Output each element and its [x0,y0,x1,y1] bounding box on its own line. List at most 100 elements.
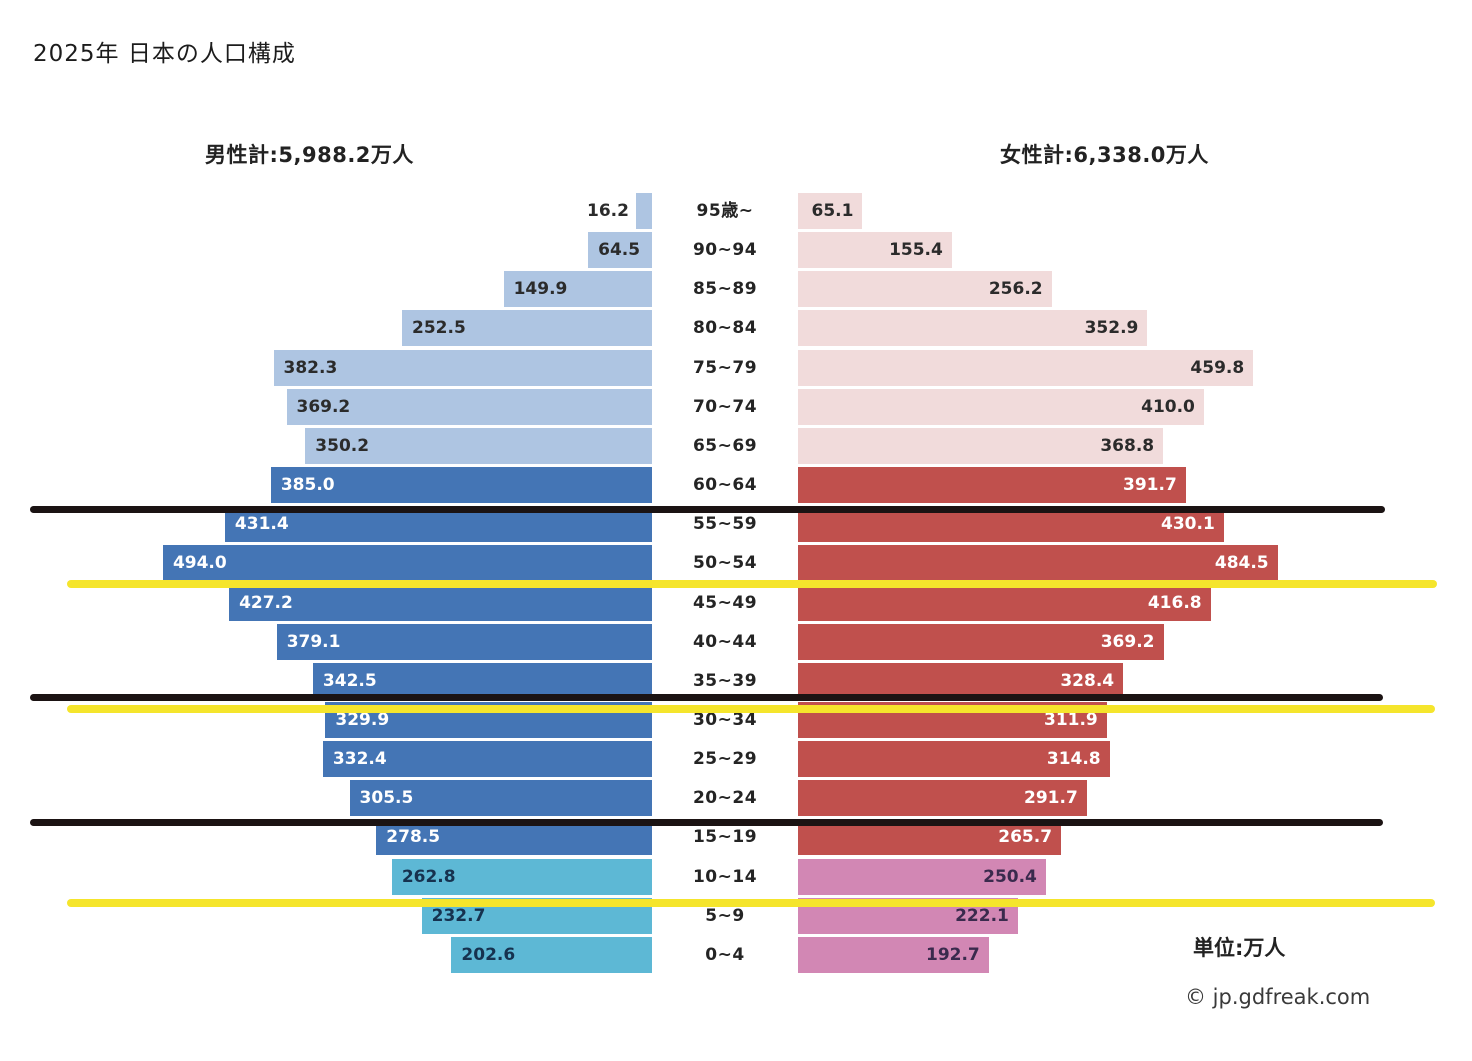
male-value-label: 252.5 [412,318,466,339]
female-bar [798,858,1046,895]
male-bar [451,936,652,973]
female-value-label: 368.8 [1100,435,1155,456]
female-value-label: 265.7 [998,827,1053,848]
female-bar [798,584,1211,621]
pyramid-row: 64.5 90~94 155.4 [0,232,1472,269]
male-value-label: 16.2 [587,201,629,221]
male-value-label: 427.2 [239,592,293,613]
copyright-label: © jp.gdfreak.com [1185,985,1371,1009]
male-bar [270,467,652,504]
unit-label: 単位:万人 [1193,936,1286,960]
female-value-label: 155.4 [889,240,943,261]
pyramid-row: 350.2 65~69 368.8 [0,427,1472,464]
age-label: 30~34 [692,709,758,730]
female-value-label: 416.8 [1147,592,1202,613]
male-bar [635,193,652,229]
age-label: 95歳~ [696,201,754,221]
male-value-label: 350.2 [315,435,370,456]
pyramid-row: 262.8 10~14 250.4 [0,858,1472,895]
female-bar [798,232,952,269]
female-bar [798,936,989,973]
age-label: 5~9 [705,905,745,926]
male-value-label: 385.0 [280,475,335,496]
age-label: 45~49 [692,592,758,613]
age-label: 20~24 [692,788,758,809]
marker-line-black [30,819,1383,826]
age-label: 70~74 [692,396,758,417]
male-bar [273,349,652,386]
male-value-label: 149.9 [513,279,568,300]
male-bar [588,232,652,269]
male-bar [349,780,652,817]
male-bar [503,271,652,308]
female-bar [798,310,1148,347]
pyramid-row: 202.6 0~4 192.7 [0,936,1472,973]
female-bar [798,662,1124,699]
female-value-label: 391.7 [1123,475,1177,496]
female-value-label: 65.1 [811,201,854,221]
marker-line-black [30,506,1385,513]
male-value-label: 431.4 [234,514,289,535]
pyramid-row: 379.1 40~44 369.2 [0,623,1472,660]
female-bar [798,427,1164,464]
age-label: 25~29 [692,749,758,770]
age-label: 55~59 [692,514,758,535]
male-bar [312,662,652,699]
male-value-label: 369.2 [296,396,351,417]
pyramid-row: 16.2 95歳~ 65.1 [0,193,1472,229]
age-label: 15~19 [692,827,758,848]
chart-title: 2025年 日本の人口構成 [33,41,296,67]
male-value-label: 382.3 [283,357,338,378]
female-value-label: 222.1 [955,905,1009,926]
marker-line-yellow [67,580,1437,588]
age-label: 85~89 [692,279,758,300]
pyramid-row: 427.2 45~49 416.8 [0,584,1472,621]
female-bar [798,193,863,229]
male-value-label: 332.4 [332,749,387,770]
pyramid-row: 305.5 20~24 291.7 [0,780,1472,817]
pyramid-row: 332.4 25~29 314.8 [0,741,1472,778]
female-value-label: 314.8 [1046,749,1101,770]
age-label: 75~79 [692,357,758,378]
male-bar [229,584,652,621]
age-label: 10~14 [692,866,758,887]
male-value-label: 329.9 [335,709,390,730]
female-value-label: 410.0 [1141,396,1195,417]
male-bar [391,858,652,895]
age-label: 40~44 [692,631,758,652]
marker-line-yellow [67,899,1435,907]
pyramid-row: 342.5 35~39 328.4 [0,662,1472,699]
female-value-label: 369.2 [1100,631,1155,652]
female-value-label: 328.4 [1060,670,1115,691]
female-value-label: 352.9 [1084,318,1139,339]
female-bar [798,741,1110,778]
male-bar [276,623,652,660]
female-bar [798,467,1186,504]
female-value-label: 311.9 [1043,709,1098,730]
male-value-label: 494.0 [172,553,227,574]
male-value-label: 232.7 [431,905,486,926]
female-bar [798,780,1087,817]
pyramid-row: 382.3 75~79 459.8 [0,349,1472,386]
pyramid-row: 494.0 50~54 484.5 [0,545,1472,582]
female-value-label: 459.8 [1190,357,1245,378]
male-value-label: 64.5 [598,240,641,261]
marker-line-yellow [67,705,1435,713]
female-bar [798,349,1254,386]
male-value-label: 305.5 [359,788,414,809]
pyramid-row: 385.0 60~64 391.7 [0,467,1472,504]
male-bar [286,388,652,425]
female-total-label: 女性計:6,338.0万人 [1000,143,1209,167]
female-bar [798,545,1278,582]
pyramid-row: 252.5 80~84 352.9 [0,310,1472,347]
age-label: 50~54 [692,553,758,574]
female-value-label: 250.4 [983,866,1037,887]
male-value-label: 379.1 [286,631,341,652]
pyramid-row: 369.2 70~74 410.0 [0,388,1472,425]
female-bar [798,388,1204,425]
age-label: 80~84 [692,318,758,339]
male-value-label: 342.5 [322,670,377,691]
pyramid-row: 149.9 85~89 256.2 [0,271,1472,308]
female-bar [798,623,1164,660]
